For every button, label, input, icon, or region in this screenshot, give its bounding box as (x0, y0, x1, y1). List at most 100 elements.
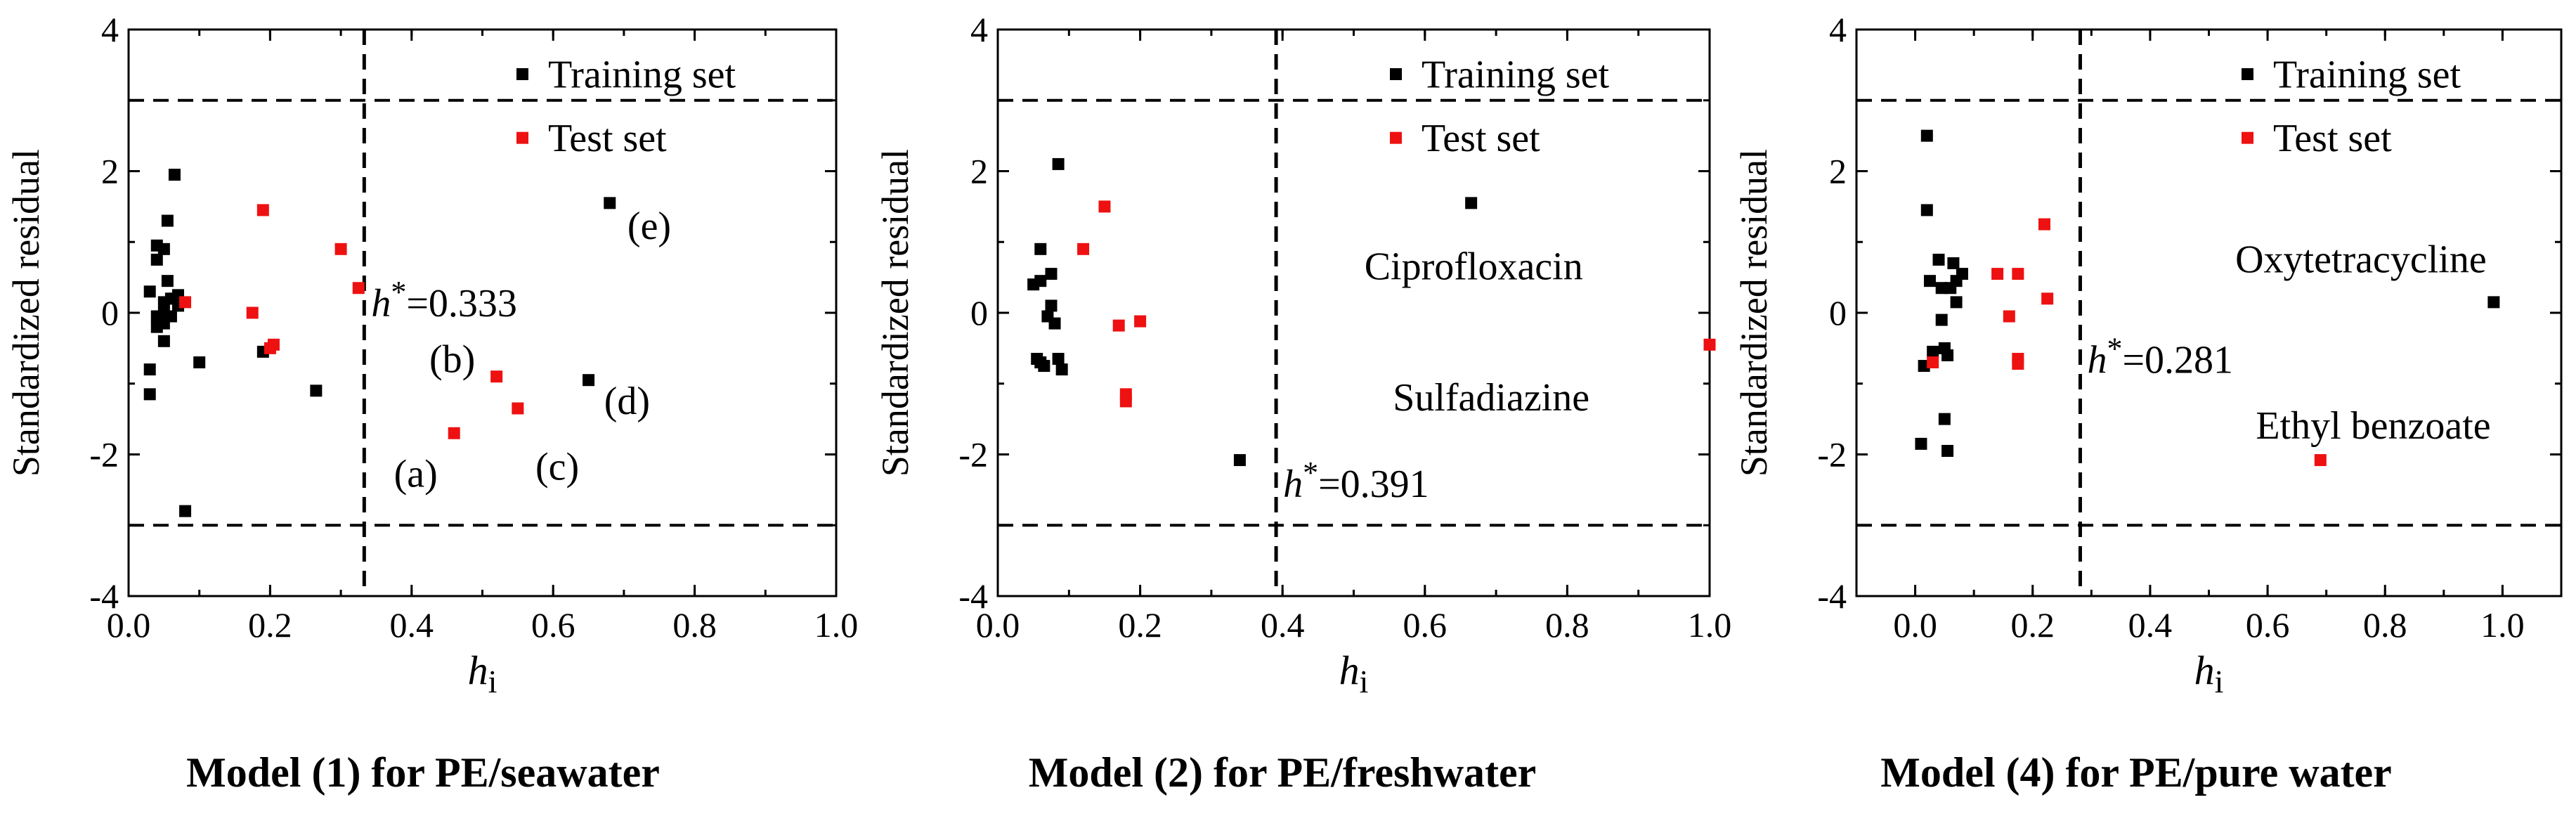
chart-2-training-point (1052, 157, 1065, 170)
chart-3-ytick-label: 0 (1829, 293, 1847, 332)
chart-1-ytick-label: 0 (101, 293, 119, 332)
chart-3-test-point (2012, 268, 2024, 280)
chart-1-ytick-label: 2 (101, 152, 119, 191)
chart-1-test-point (512, 402, 524, 415)
chart-3-training-point (1920, 129, 1933, 142)
chart-2-training-point (1052, 352, 1065, 365)
chart-2-training-point (1045, 268, 1058, 280)
chart-2-training-point (1048, 317, 1061, 330)
chart-2-hstar-value: =0.391 (1318, 463, 1429, 506)
chart-3-test-point (1927, 356, 1939, 369)
chart-1-training-point (161, 275, 174, 287)
chart-1-hstar-h: h (371, 282, 391, 325)
chart-1-training-point (168, 169, 181, 181)
chart-2-training-point (1038, 360, 1050, 373)
chart-1-xtick-label: 0.0 (107, 605, 151, 645)
chart-1-training-point (193, 356, 206, 369)
chart-1-ylabel: Standardized residual (5, 149, 47, 477)
chart-3-training-point (1927, 345, 1939, 358)
chart-1-legend-test-label: Test set (548, 117, 667, 160)
chart-2-hstar-h: h (1283, 463, 1303, 506)
chart-2-training-point (1233, 454, 1246, 467)
chart-3-legend-training-label: Training set (2273, 53, 2461, 96)
chart-3-ytick-label: 4 (1829, 10, 1847, 49)
chart-1-ytick-label: -4 (89, 576, 119, 616)
chart-3-training-point (1923, 275, 1936, 287)
caption-model-1: Model (1) for PE/seawater (186, 749, 660, 796)
chart-1-xtick-label: 0.6 (531, 605, 575, 645)
chart-3-test-point (2012, 358, 2024, 370)
chart-2-legend-test-marker (1390, 131, 1402, 144)
chart-1-training-point (164, 310, 177, 323)
chart-1-training-point (310, 384, 323, 397)
chart-1-annotation: (b) (429, 337, 475, 381)
chart-3-ytick-label: 2 (1829, 152, 1847, 191)
chart-3-test-point (1991, 268, 2004, 280)
chart-1-xlabel: hi (468, 647, 497, 699)
chart-1-test-point (267, 338, 280, 351)
chart-3-hstar-h: h (2087, 338, 2107, 382)
chart-2-legend-test-label: Test set (1422, 117, 1540, 160)
chart-3-annotation: Ethyl benzoate (2256, 404, 2490, 448)
chart-2-test-point (1098, 200, 1111, 213)
chart-1-legend-training-marker (516, 67, 528, 80)
chart-3-xlabel-main: h (2194, 647, 2215, 693)
chart-3-ylabel: Standardized residual (1733, 149, 1775, 477)
chart-2-hstar-star: * (1303, 455, 1318, 490)
chart-2-annotation: Sulfadiazine (1393, 376, 1589, 420)
chart-1-annotation: (d) (604, 380, 650, 423)
chart-3-training-point (1935, 313, 1948, 326)
chart-3-test-point (2041, 292, 2054, 305)
chart-3-training-point (1932, 253, 1945, 266)
chart-2-xtick-label: 0.8 (1545, 605, 1589, 645)
chart-3-plot-frame (1855, 28, 2563, 597)
chart-1-test-point (246, 306, 259, 319)
caption-model-2: Model (2) for PE/freshwater (1028, 749, 1537, 796)
chart-2-training-point (1055, 363, 1068, 376)
chart-1-training-point (604, 197, 616, 209)
chart-1-training-point (161, 214, 174, 227)
chart-2-ylabel: Standardized residual (874, 149, 916, 477)
chart-3-training-point (1938, 413, 1951, 425)
chart-1-annotation: (e) (627, 205, 671, 248)
caption-model-4: Model (4) for PE/pure water (1880, 749, 2392, 796)
chart-3-training-point (1947, 257, 1960, 269)
chart-2-ytick-label: 4 (970, 10, 988, 49)
chart-1-legend-training-label: Training set (548, 53, 736, 96)
chart-3-legend-test-label: Test set (2273, 117, 2392, 160)
chart-3-legend-test-marker (2242, 131, 2253, 144)
chart-3-training-point (1941, 444, 1954, 457)
chart-1-test-point (490, 370, 503, 383)
chart-1-ytick-label: 4 (101, 10, 119, 49)
chart-3-legend-training-marker (2242, 67, 2253, 80)
chart-3-xtick-label: 1.0 (2480, 605, 2525, 645)
chart-2: -4 -2 0 2 4 0.0 0.2 0.4 0.6 0.8 1.0 Standardized re… (874, 10, 1731, 699)
chart-1-hstar-label: h*=0.333 (371, 275, 517, 325)
chart-2-xlabel-main: h (1339, 647, 1360, 693)
chart-1-training-point (157, 335, 170, 347)
chart-1-annotation: (a) (394, 453, 438, 496)
chart-3-test-point (2003, 310, 2015, 323)
chart-2-legend-training-marker (1390, 67, 1402, 80)
chart-2-xtick-label: 0.4 (1261, 605, 1305, 645)
chart-2-xtick-label: 1.0 (1688, 605, 1732, 645)
chart-1-test-point (334, 243, 347, 255)
chart-2-test-point (1119, 395, 1132, 408)
chart-1-training-point (179, 505, 192, 517)
chart-2-training-point (1034, 243, 1047, 255)
chart-3-test-point (2314, 454, 2327, 467)
chart-1-xtick-label: 0.2 (248, 605, 292, 645)
chart-3-xtick-label: 0.0 (1893, 605, 1937, 645)
chart-2-xtick-label: 0.0 (976, 605, 1020, 645)
chart-3-xlabel: hi (2194, 647, 2224, 699)
chart-2-legend-training-label: Training set (1422, 53, 1610, 96)
chart-3-xtick-label: 0.4 (2128, 605, 2173, 645)
chart-3-annotation: Oxytetracycline (2235, 238, 2487, 281)
chart-3-ytick-label: -2 (1817, 435, 1847, 474)
chart-2-hstar-label: h*=0.391 (1283, 455, 1429, 506)
chart-1-training-point (583, 374, 595, 387)
chart-1-hstar-star: * (391, 275, 406, 309)
chart-1-test-point (256, 204, 269, 216)
chart-2-plot-frame (996, 28, 1711, 597)
